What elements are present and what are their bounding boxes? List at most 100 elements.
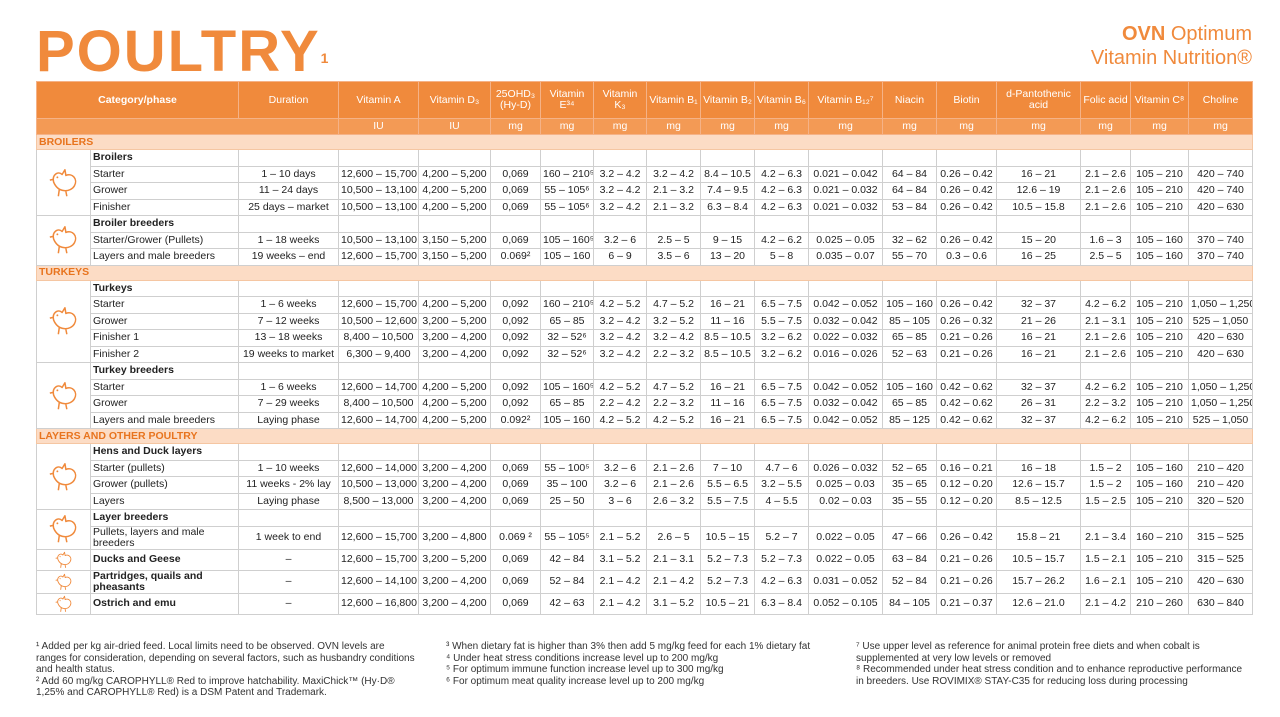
- value-cell: 3,200 – 4,200: [418, 329, 491, 347]
- value-cell: 2.1 – 2.6: [1080, 345, 1131, 363]
- value-cell: 19 weeks – end: [238, 248, 339, 266]
- empty-cell: [646, 443, 701, 461]
- value-cell: 3,200 – 4,200: [418, 592, 491, 615]
- value-cell: 7 – 29 weeks: [238, 395, 339, 413]
- value-cell: 2.1 – 2.6: [1080, 165, 1131, 183]
- value-cell: 4,200 – 5,200: [418, 411, 491, 429]
- empty-cell: [936, 443, 997, 461]
- icon-cell: [36, 569, 91, 594]
- vitamin-table: Category/phase Duration Vitamin A Vitamin D…: [36, 81, 1253, 615]
- value-cell: 105 – 210: [1130, 492, 1189, 510]
- empty-cell: [593, 443, 647, 461]
- bird-icon: [49, 515, 76, 543]
- value-cell: 0.025 – 0.03: [808, 476, 883, 494]
- value-cell: 52 – 84: [540, 569, 594, 594]
- value-cell: 42 – 84: [540, 548, 594, 571]
- value-cell: 4,200 – 5,200: [418, 198, 491, 216]
- value-cell: 420 – 740: [1188, 182, 1253, 200]
- group-row: Turkeys: [36, 279, 1253, 363]
- value-cell: 32 – 37: [996, 296, 1081, 314]
- value-cell: 2.1 – 4.2: [646, 569, 701, 594]
- value-cell: 105 – 210: [1130, 569, 1189, 594]
- value-cell: 65 – 85: [882, 395, 937, 413]
- value-cell: 0,092: [490, 378, 541, 396]
- empty-cell: [593, 215, 647, 233]
- group-row: Turkey breeders: [36, 362, 1253, 429]
- value-cell: 8,400 – 10,500: [338, 329, 419, 347]
- value-cell: 3.2 – 4.2: [593, 182, 647, 200]
- empty-cell: [1188, 362, 1253, 380]
- value-cell: 32 – 37: [996, 411, 1081, 429]
- value-cell: Laying phase: [238, 492, 339, 510]
- empty-cell: [936, 149, 997, 167]
- value-cell: 1.5 – 2: [1080, 459, 1131, 477]
- value-cell: 8.4 – 10.5: [700, 165, 755, 183]
- value-cell: 47 – 66: [882, 525, 937, 550]
- value-cell: 84 – 105: [882, 592, 937, 615]
- value-cell: 1 – 18 weeks: [238, 231, 339, 249]
- value-cell: 5.5 – 6.5: [700, 476, 755, 494]
- phase-cell: Starter/Grower (Pullets): [90, 231, 239, 249]
- empty-cell: [646, 149, 701, 167]
- empty-cell: [754, 149, 809, 167]
- phase-cell: Pullets, layers and male breeders: [90, 525, 239, 550]
- unit-cell: mg: [646, 118, 701, 135]
- value-cell: 15 – 20: [996, 231, 1081, 249]
- value-cell: 3,200 – 5,200: [418, 548, 491, 571]
- empty-cell: [1188, 443, 1253, 461]
- value-cell: 0.26 – 0.42: [936, 198, 997, 216]
- value-cell: 4.7 – 6: [754, 459, 809, 477]
- empty-cell: [700, 362, 755, 380]
- value-cell: 6.5 – 7.5: [754, 411, 809, 429]
- empty-cell: [1130, 509, 1189, 527]
- unit-cell: [36, 118, 339, 135]
- value-cell: 10.5 – 15.7: [996, 548, 1081, 571]
- empty-cell: [1130, 279, 1189, 297]
- value-cell: 4.2 – 6.3: [754, 198, 809, 216]
- phase-cell: Layers and male breeders: [90, 248, 239, 266]
- value-cell: 525 – 1,050: [1188, 312, 1253, 330]
- column-header: Vitamin B₁₂⁷: [808, 81, 883, 119]
- value-cell: 12,600 – 15,700: [338, 525, 419, 550]
- column-header: Folic acid: [1080, 81, 1131, 119]
- footnote-column: ³ When dietary fat is higher than 3% the…: [446, 641, 826, 687]
- footnote: ² Add 60 mg/kg CAROPHYLL® Red to improve…: [36, 675, 395, 699]
- empty-cell: [882, 362, 937, 380]
- value-cell: 1.5 – 2.1: [1080, 548, 1131, 571]
- value-cell: 4 – 5.5: [754, 492, 809, 510]
- value-cell: 160 – 210⁵: [540, 296, 594, 314]
- value-cell: 3.2 – 6: [593, 476, 647, 494]
- empty-cell: [540, 509, 594, 527]
- value-cell: 3,200 – 5,200: [418, 312, 491, 330]
- column-header: Biotin: [936, 81, 997, 119]
- empty-cell: [700, 279, 755, 297]
- value-cell: 420 – 630: [1188, 329, 1253, 347]
- value-cell: 3.5 – 6: [646, 248, 701, 266]
- empty-cell: [338, 443, 419, 461]
- value-cell: 11 – 16: [700, 312, 755, 330]
- value-cell: 10.5 – 15.8: [996, 198, 1081, 216]
- value-cell: 12,600 – 14,700: [338, 378, 419, 396]
- phase-cell: Grower (pullets): [90, 476, 239, 494]
- value-cell: 11 – 24 days: [238, 182, 339, 200]
- icon-cell: [36, 279, 91, 363]
- empty-cell: [754, 509, 809, 527]
- empty-cell: [700, 215, 755, 233]
- value-cell: 0.069 ²: [490, 525, 541, 550]
- value-cell: 0.26 – 0.42: [936, 525, 997, 550]
- value-cell: 52 – 84: [882, 569, 937, 594]
- phase-cell: Ducks and Geese: [90, 548, 239, 571]
- value-cell: 6.5 – 7.5: [754, 378, 809, 396]
- value-cell: 0.21 – 0.26: [936, 548, 997, 571]
- value-cell: 12,600 – 15,700: [338, 548, 419, 571]
- value-cell: 1 – 6 weeks: [238, 296, 339, 314]
- data-row: Starter (pullets) 1 – 10 weeks 12,600 – 14…: [37, 459, 1253, 477]
- value-cell: 0.022 – 0.05: [808, 548, 883, 571]
- value-cell: 0.3 – 0.6: [936, 248, 997, 266]
- value-cell: 1 – 10 days: [238, 165, 339, 183]
- value-cell: 65 – 85: [540, 312, 594, 330]
- value-cell: –: [238, 548, 339, 571]
- value-cell: 0,092: [490, 345, 541, 363]
- value-cell: 11 – 16: [700, 395, 755, 413]
- column-header: Niacin: [882, 81, 937, 119]
